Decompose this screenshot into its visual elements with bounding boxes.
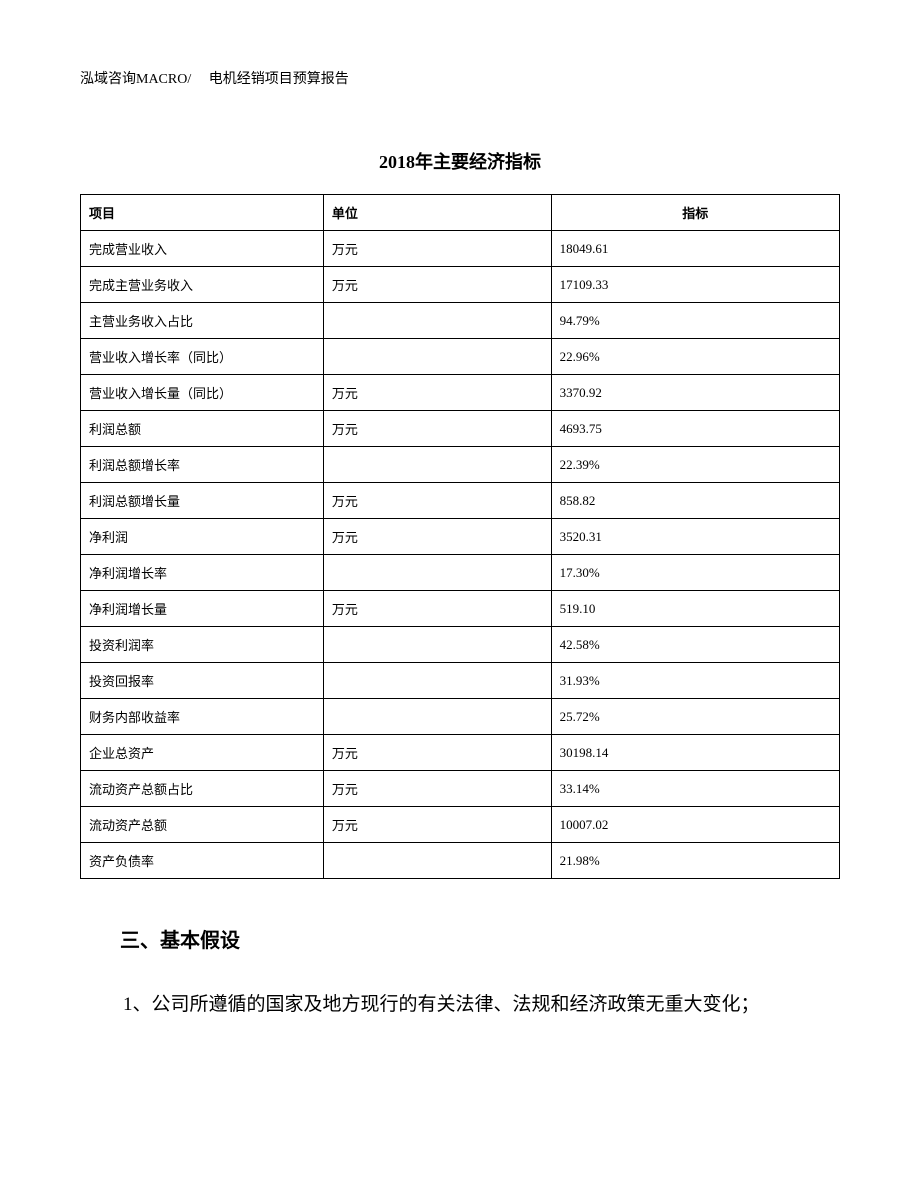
table-row: 完成主营业务收入万元17109.33 (81, 267, 840, 303)
table-row: 投资回报率 31.93% (81, 663, 840, 699)
table-row: 资产负债率 21.98% (81, 843, 840, 879)
cell: 42.58% (551, 627, 839, 663)
cell: 营业收入增长率（同比） (81, 339, 324, 375)
table-row: 净利润万元3520.31 (81, 519, 840, 555)
column-header: 指标 (551, 195, 839, 231)
table-row: 完成营业收入万元18049.61 (81, 231, 840, 267)
cell: 利润总额增长量 (81, 483, 324, 519)
table-row: 净利润增长量万元519.10 (81, 591, 840, 627)
cell (323, 447, 551, 483)
cell: 万元 (323, 411, 551, 447)
cell: 流动资产总额 (81, 807, 324, 843)
column-header: 单位 (323, 195, 551, 231)
cell: 万元 (323, 771, 551, 807)
cell: 4693.75 (551, 411, 839, 447)
cell: 3370.92 (551, 375, 839, 411)
cell (323, 843, 551, 879)
cell: 净利润增长量 (81, 591, 324, 627)
cell: 万元 (323, 483, 551, 519)
cell: 17.30% (551, 555, 839, 591)
table-row: 主营业务收入占比 94.79% (81, 303, 840, 339)
cell: 万元 (323, 267, 551, 303)
table-header-row: 项目 单位 指标 (81, 195, 840, 231)
cell: 22.96% (551, 339, 839, 375)
table-row: 净利润增长率 17.30% (81, 555, 840, 591)
cell: 企业总资产 (81, 735, 324, 771)
cell: 万元 (323, 591, 551, 627)
cell: 万元 (323, 519, 551, 555)
table-row: 营业收入增长率（同比） 22.96% (81, 339, 840, 375)
cell: 资产负债率 (81, 843, 324, 879)
column-header: 项目 (81, 195, 324, 231)
table-row: 流动资产总额万元10007.02 (81, 807, 840, 843)
table-row: 营业收入增长量（同比）万元3370.92 (81, 375, 840, 411)
cell: 858.82 (551, 483, 839, 519)
cell: 净利润 (81, 519, 324, 555)
cell: 利润总额 (81, 411, 324, 447)
cell: 33.14% (551, 771, 839, 807)
cell: 94.79% (551, 303, 839, 339)
cell: 3520.31 (551, 519, 839, 555)
table-row: 利润总额增长率 22.39% (81, 447, 840, 483)
cell: 万元 (323, 231, 551, 267)
table-row: 企业总资产万元30198.14 (81, 735, 840, 771)
cell: 519.10 (551, 591, 839, 627)
cell: 净利润增长率 (81, 555, 324, 591)
cell: 30198.14 (551, 735, 839, 771)
cell: 万元 (323, 375, 551, 411)
table-row: 利润总额万元4693.75 (81, 411, 840, 447)
table-row: 财务内部收益率 25.72% (81, 699, 840, 735)
table-row: 利润总额增长量万元858.82 (81, 483, 840, 519)
cell: 投资回报率 (81, 663, 324, 699)
cell: 利润总额增长率 (81, 447, 324, 483)
cell: 营业收入增长量（同比） (81, 375, 324, 411)
cell (323, 339, 551, 375)
cell (323, 699, 551, 735)
cell: 万元 (323, 807, 551, 843)
cell: 22.39% (551, 447, 839, 483)
cell: 完成营业收入 (81, 231, 324, 267)
cell (323, 303, 551, 339)
cell: 10007.02 (551, 807, 839, 843)
cell: 18049.61 (551, 231, 839, 267)
table-row: 投资利润率 42.58% (81, 627, 840, 663)
cell: 25.72% (551, 699, 839, 735)
cell: 主营业务收入占比 (81, 303, 324, 339)
cell: 流动资产总额占比 (81, 771, 324, 807)
cell: 完成主营业务收入 (81, 267, 324, 303)
table-title: 2018年主要经济指标 (80, 148, 840, 174)
cell: 万元 (323, 735, 551, 771)
paragraph: 1、公司所遵循的国家及地方现行的有关法律、法规和经济政策无重大变化； (85, 983, 835, 1027)
cell (323, 627, 551, 663)
table-body: 完成营业收入万元18049.61 完成主营业务收入万元17109.33 主营业务… (81, 231, 840, 879)
table-row: 流动资产总额占比万元33.14% (81, 771, 840, 807)
cell (323, 663, 551, 699)
cell: 17109.33 (551, 267, 839, 303)
economic-indicators-table: 项目 单位 指标 完成营业收入万元18049.61 完成主营业务收入万元1710… (80, 194, 840, 879)
cell: 21.98% (551, 843, 839, 879)
section-heading: 三、基本假设 (120, 924, 840, 953)
cell: 财务内部收益率 (81, 699, 324, 735)
cell (323, 555, 551, 591)
cell: 投资利润率 (81, 627, 324, 663)
page-header: 泓域咨询MACRO/ 电机经销项目预算报告 (80, 68, 840, 88)
cell: 31.93% (551, 663, 839, 699)
